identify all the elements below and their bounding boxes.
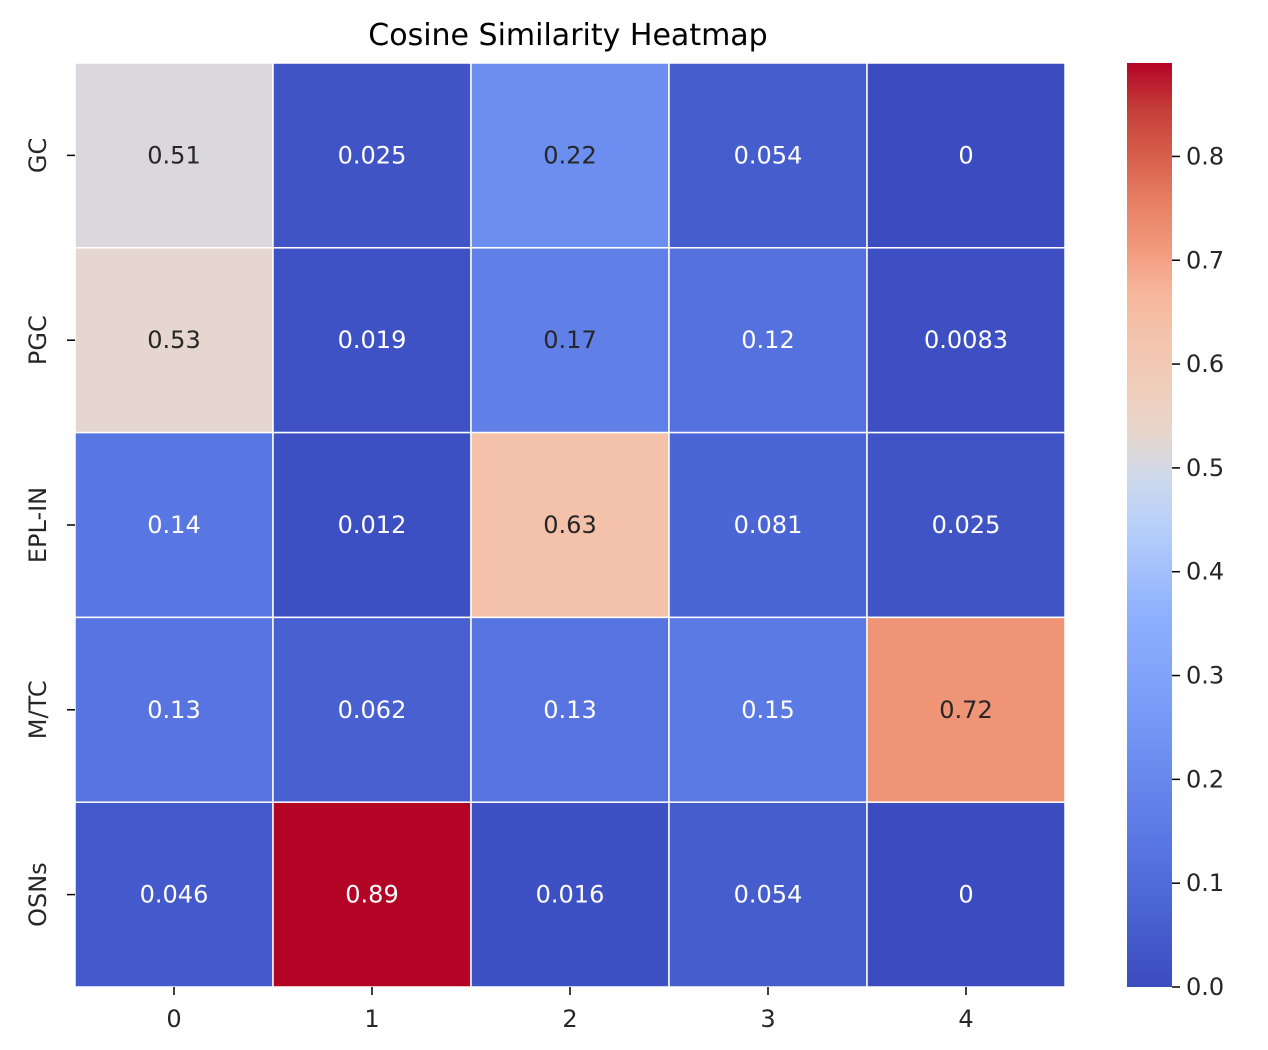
heatmap-cell <box>470 62 670 249</box>
y-tick-label: OSNs <box>24 862 52 927</box>
cell-value-label: 0.081 <box>734 511 803 539</box>
heatmap-cell <box>866 616 1066 803</box>
colorbar-tick-label: 0.8 <box>1186 142 1224 170</box>
cell-value-label: 0.15 <box>741 696 794 724</box>
colorbar-tick-label: 0.4 <box>1186 558 1224 586</box>
y-tick-label: GC <box>24 138 52 173</box>
cell-value-label: 0.22 <box>543 141 596 169</box>
x-tick-label: 0 <box>166 1005 181 1033</box>
x-tick-label: 4 <box>958 1005 973 1033</box>
cell-value-label: 0.012 <box>338 511 407 539</box>
cell-value-label: 0.53 <box>147 326 200 354</box>
colorbar-tick-label: 0.0 <box>1186 973 1224 1001</box>
cell-value-label: 0.054 <box>734 881 803 909</box>
y-tick-label: M/TC <box>24 680 52 739</box>
heatmap-cell <box>74 62 274 249</box>
heatmap-cell <box>470 616 670 803</box>
y-tick-label: PGC <box>24 315 52 365</box>
heatmap-cell <box>272 801 472 988</box>
x-tick-label: 1 <box>364 1005 379 1033</box>
cell-value-label: 0.51 <box>147 141 200 169</box>
heatmap-cell <box>74 247 274 434</box>
colorbar-tick-label: 0.1 <box>1186 869 1224 897</box>
colorbar-gradient <box>1127 63 1172 987</box>
cell-value-label: 0.046 <box>140 881 209 909</box>
x-tick-label: 3 <box>760 1005 775 1033</box>
cell-value-label: 0.0083 <box>924 326 1008 354</box>
heatmap-cell <box>470 247 670 434</box>
heatmap-cell <box>272 616 472 803</box>
heatmap-cells: 0.51 0.025 0.22 0.054 0 0.53 0.019 0.17 0.12 0.00… <box>74 62 1066 988</box>
heatmap-cell <box>668 62 868 249</box>
cell-value-label: 0.025 <box>932 511 1001 539</box>
cell-value-label: 0.12 <box>741 326 794 354</box>
cell-value-label: 0 <box>958 881 973 909</box>
heatmap-cell <box>470 801 670 988</box>
heatmap-cell <box>866 247 1066 434</box>
cell-value-label: 0 <box>958 141 973 169</box>
heatmap-cell <box>668 431 868 619</box>
heatmap-cell <box>272 431 472 619</box>
chart-title: Cosine Similarity Heatmap <box>368 18 767 53</box>
cell-value-label: 0.062 <box>338 696 407 724</box>
cell-value-label: 0.016 <box>536 881 605 909</box>
x-tick-label: 2 <box>562 1005 577 1033</box>
y-axis: GC PGC EPL-IN M/TC OSNs <box>24 138 75 927</box>
cell-value-label: 0.17 <box>543 326 596 354</box>
heatmap-cell <box>668 616 868 803</box>
heatmap-cell <box>866 431 1066 619</box>
cell-value-label: 0.72 <box>939 696 992 724</box>
cell-value-label: 0.14 <box>147 511 200 539</box>
heatmap-cell <box>74 801 274 988</box>
cell-value-label: 0.054 <box>734 141 803 169</box>
cell-value-label: 0.13 <box>543 696 596 724</box>
cell-value-label: 0.13 <box>147 696 200 724</box>
y-tick-label: EPL-IN <box>24 487 52 563</box>
cell-value-label: 0.019 <box>338 326 407 354</box>
cell-value-label: 0.63 <box>543 511 596 539</box>
heatmap-cell <box>272 62 472 249</box>
colorbar-tick-label: 0.6 <box>1186 350 1224 378</box>
colorbar-tick-label: 0.7 <box>1186 246 1224 274</box>
colorbar-tick-label: 0.2 <box>1186 765 1224 793</box>
heatmap-cell <box>866 801 1066 988</box>
colorbar-tick-label: 0.5 <box>1186 454 1224 482</box>
x-axis: 0 1 2 3 4 <box>166 987 974 1033</box>
heatmap-cell <box>866 62 1066 249</box>
colorbar: 0.0 0.1 0.2 0.3 0.4 0.5 0.6 0.7 0.8 <box>1127 63 1224 1001</box>
cell-value-label: 0.025 <box>338 141 407 169</box>
heatmap-cell <box>470 431 670 619</box>
cell-value-label: 0.89 <box>345 881 398 909</box>
colorbar-tick-label: 0.3 <box>1186 662 1224 690</box>
